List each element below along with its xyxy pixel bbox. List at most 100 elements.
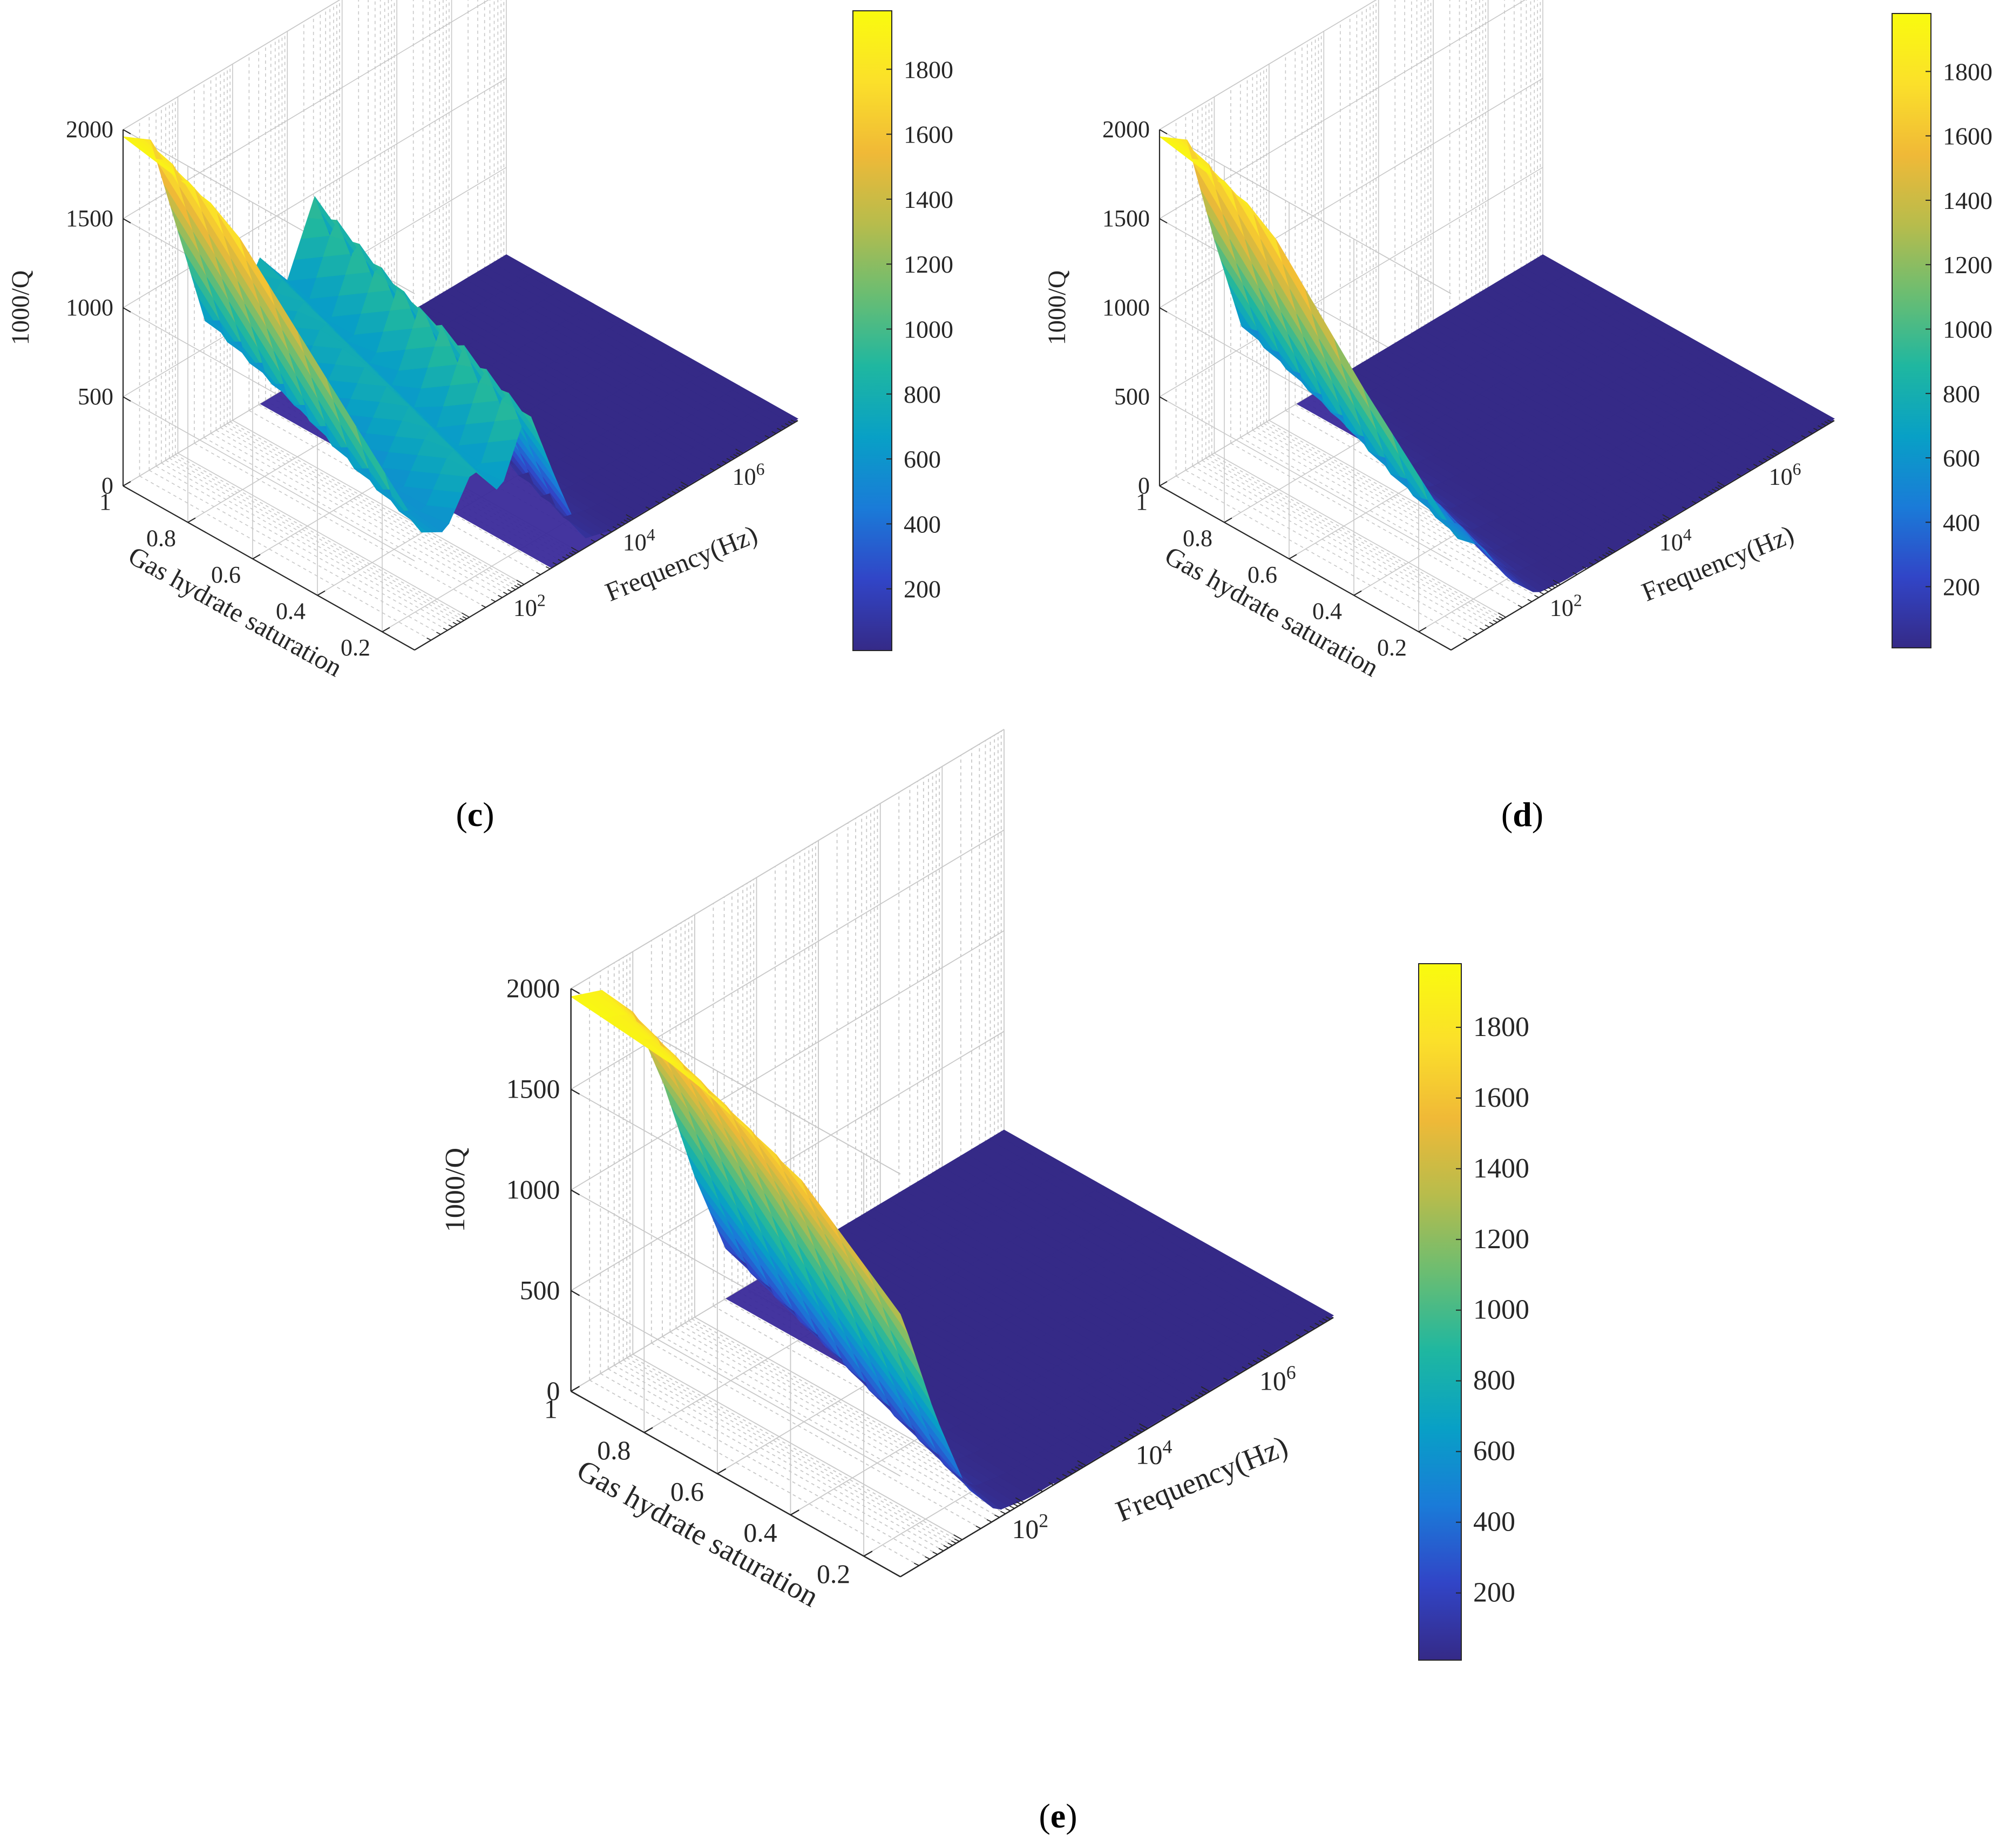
- grid-line: [675, 1328, 1006, 1514]
- freq-minor-tick: [571, 547, 579, 552]
- freq-minor-tick: [932, 1551, 938, 1555]
- freq-minor-tick: [1772, 452, 1778, 456]
- z-tick: [1159, 218, 1168, 224]
- grid-line: [662, 1336, 992, 1522]
- freq-minor-tick: [503, 592, 508, 595]
- freq-minor-tick: [1553, 579, 1561, 585]
- freq-minor-tick: [1582, 566, 1587, 570]
- grid-line: [172, 456, 464, 621]
- grid-line: [1159, 0, 1377, 130]
- freq-minor-tick: [1818, 425, 1822, 429]
- colorbar-tick-label: 1800: [1473, 1012, 1529, 1043]
- z-axis-label: 1000/Q: [439, 1148, 471, 1233]
- sat-axis-line: [1159, 485, 1452, 651]
- box-edge: [1159, 129, 1452, 294]
- freq-minor-tick: [1322, 1318, 1328, 1322]
- freq-minor-tick: [1062, 1474, 1068, 1478]
- freq-minor-tick: [1463, 638, 1468, 641]
- z-tick-label: 1000: [1102, 294, 1150, 321]
- freq-minor-tick: [1594, 559, 1599, 562]
- freq-minor-tick: [975, 1525, 981, 1529]
- grid-line: [1159, 78, 1543, 308]
- grid-line: [684, 1322, 1015, 1509]
- freq-minor-tick: [1627, 539, 1632, 543]
- freq-minor-tick: [616, 523, 622, 527]
- freq-minor-tick: [1139, 1423, 1148, 1429]
- grid-line: [1214, 452, 1506, 618]
- freq-minor-tick: [1242, 1366, 1248, 1370]
- freq-minor-tick: [1056, 1477, 1062, 1481]
- sat-tick: [717, 1468, 727, 1474]
- freq-minor-tick: [1499, 616, 1504, 619]
- freq-minor-tick: [1527, 599, 1533, 603]
- freq-minor-tick: [1547, 587, 1553, 590]
- freq-minor-tick: [426, 638, 431, 641]
- freq-minor-tick: [1325, 1316, 1331, 1320]
- sat-tick: [1224, 517, 1232, 523]
- freq-minor-tick: [1717, 481, 1725, 487]
- sat-tick: [187, 517, 196, 523]
- sat-tick: [863, 1551, 873, 1557]
- colorbar-tick-label: 400: [904, 510, 941, 538]
- grid-line: [229, 421, 522, 587]
- freq-minor-tick: [1653, 523, 1658, 527]
- freq-minor-tick: [1318, 1320, 1324, 1324]
- freq-minor-tick: [1498, 612, 1506, 618]
- freq-minor-tick: [569, 552, 574, 556]
- freq-minor-tick: [726, 458, 731, 461]
- z-tick: [571, 1189, 580, 1196]
- freq-tick-label: 102: [1550, 591, 1582, 621]
- freq-minor-tick: [1198, 1392, 1204, 1396]
- grid-line: [258, 404, 551, 570]
- grid-line: [626, 1357, 957, 1544]
- freq-minor-tick: [1608, 550, 1614, 554]
- freq-minor-tick: [1118, 1440, 1124, 1444]
- freq-minor-tick: [1005, 1508, 1011, 1512]
- freq-minor-tick: [456, 619, 462, 623]
- freq-minor-tick: [536, 572, 541, 576]
- grid-line: [680, 1325, 1011, 1512]
- freq-minor-tick: [667, 493, 672, 497]
- grid-line: [629, 1355, 960, 1542]
- colorbar-tick-label: 1200: [904, 251, 953, 278]
- colorbar-tick-label: 800: [904, 381, 941, 408]
- sat-tick: [317, 590, 326, 596]
- freq-minor-tick: [1257, 1357, 1263, 1361]
- freq-minor-tick: [1223, 1377, 1229, 1381]
- colorbar: [1892, 13, 1931, 648]
- grid-line: [248, 410, 541, 575]
- freq-minor-tick: [626, 514, 634, 519]
- freq-minor-tick: [678, 486, 683, 490]
- colorbar-tick-label: 400: [1473, 1507, 1515, 1538]
- surface-patch: [761, 402, 798, 423]
- freq-minor-tick: [1443, 645, 1452, 651]
- sat-tick-label: 0.6: [670, 1477, 704, 1506]
- freq-minor-tick: [1602, 554, 1607, 557]
- sat-tick: [1289, 554, 1297, 559]
- freq-minor-tick: [1304, 1329, 1309, 1333]
- freq-minor-tick: [913, 1562, 919, 1566]
- sat-tick-label: 0.8: [597, 1436, 631, 1465]
- surface-patch: [1798, 402, 1835, 423]
- freq-minor-tick: [459, 618, 464, 621]
- colorbar-tick-label: 1600: [1473, 1082, 1529, 1113]
- colorbar: [1418, 963, 1462, 1661]
- freq-tick-label: 106: [1769, 460, 1801, 490]
- grid-line: [155, 465, 448, 631]
- freq-minor-tick: [1191, 1397, 1196, 1400]
- freq-minor-tick: [791, 419, 796, 423]
- grid-line: [1159, 167, 1543, 397]
- z-tick: [123, 307, 131, 313]
- grid-line: [571, 1031, 1005, 1291]
- freq-axis-line: [414, 420, 798, 651]
- freq-minor-tick: [1202, 1390, 1208, 1394]
- sat-axis-line: [571, 1390, 901, 1578]
- freq-minor-tick: [517, 583, 522, 587]
- freq-minor-tick: [1009, 1505, 1015, 1509]
- z-tick-label: 1000: [506, 1175, 560, 1204]
- freq-minor-tick: [1172, 1408, 1178, 1412]
- freq-minor-tick: [1479, 627, 1485, 631]
- freq-minor-tick: [1077, 1460, 1087, 1466]
- sat-tick-label: 1: [1136, 489, 1148, 515]
- colorbar-tick-label: 1800: [904, 56, 953, 83]
